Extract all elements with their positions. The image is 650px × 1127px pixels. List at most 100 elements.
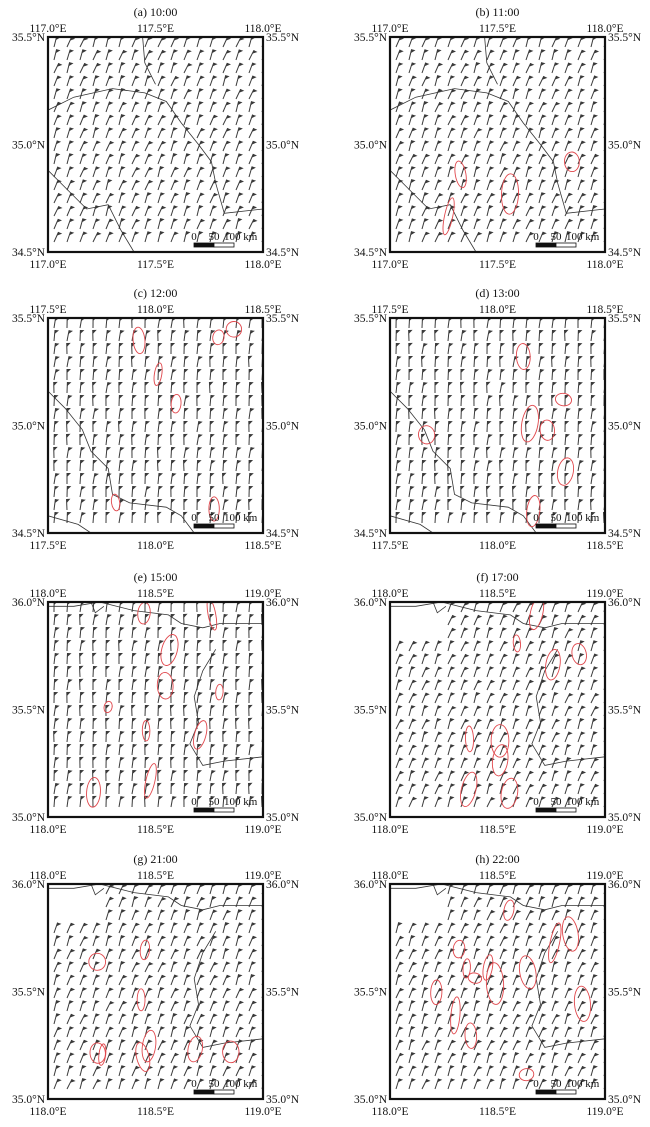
boundary-line: [390, 170, 477, 252]
contour: [556, 457, 575, 486]
wind-barb-flag: [66, 498, 71, 503]
wind-barb-flag: [209, 666, 214, 670]
wind-barb: [209, 1000, 215, 1012]
wind-barb-flag: [541, 114, 547, 119]
wind-barb: [235, 909, 240, 921]
wind-barb-flag: [199, 75, 205, 80]
wind-barb-flag: [249, 614, 255, 618]
wind-barb: [538, 434, 542, 446]
wind-barb-flag: [106, 796, 111, 800]
wind-barb-flag: [106, 731, 111, 735]
panel-title: (d) 13:00: [475, 286, 519, 300]
wind-barb-flag: [463, 627, 469, 632]
wind-barb: [209, 447, 212, 459]
wind-barb: [53, 343, 56, 355]
wind-barb-flag: [158, 757, 164, 761]
wind-barb-flag: [121, 922, 127, 927]
wind-barb: [105, 140, 112, 152]
wind-barb-flag: [579, 640, 585, 645]
wind-barb: [447, 1052, 454, 1064]
wind-barb: [499, 796, 505, 808]
wind-barb-flag: [607, 1053, 612, 1057]
wind-barb-flag: [120, 757, 125, 762]
wind-barb-flag: [502, 192, 508, 197]
wind-barb: [183, 1078, 189, 1090]
wind-barb-flag: [489, 935, 495, 940]
wind-barb: [144, 795, 146, 808]
wind-barb-flag: [93, 460, 98, 464]
wind-barb: [551, 512, 554, 524]
wind-barb: [408, 705, 413, 717]
wind-barb: [434, 486, 438, 498]
wind-barb: [131, 166, 138, 178]
wind-barb-flag: [590, 498, 595, 503]
wind-barb-flag: [460, 447, 465, 451]
wind-barb-flag: [105, 704, 110, 709]
wind-barb-flag: [450, 75, 456, 80]
wind-barb: [248, 127, 255, 139]
wind-barb: [564, 153, 571, 165]
wind-barb-flag: [489, 1078, 495, 1083]
wind-barb: [209, 499, 212, 511]
wind-barb: [53, 127, 58, 139]
wind-barb: [235, 381, 238, 394]
wind-barb-flag: [554, 744, 560, 749]
wind-barb: [564, 1052, 570, 1064]
wind-barb-flag: [251, 988, 258, 992]
wind-barb: [421, 355, 423, 368]
wind-barb-flag: [515, 974, 521, 979]
wind-barb-flag: [108, 961, 113, 966]
wind-barb-flag: [462, 783, 468, 788]
wind-barb-flag: [211, 770, 216, 775]
wind-barb: [196, 231, 200, 243]
wind-barb: [131, 795, 134, 808]
wind-barb-flag: [553, 499, 558, 504]
wind-barb-flag: [171, 666, 177, 670]
wind-barb-flag: [423, 447, 428, 452]
scale-label-50: 50: [551, 1078, 563, 1090]
wind-barb: [460, 1000, 467, 1012]
wind-barb: [66, 356, 70, 368]
wind-barb-flag: [397, 231, 403, 236]
wind-barb: [66, 88, 72, 100]
wind-barb-flag: [235, 717, 240, 722]
wind-barb: [105, 330, 108, 342]
wind-barb: [538, 407, 541, 420]
wind-barb-flag: [185, 192, 191, 197]
wind-barb-flag: [502, 975, 509, 979]
wind-barb-flag: [566, 408, 571, 413]
wind-barb-flag: [476, 935, 482, 940]
wind-barb: [144, 49, 151, 61]
wind-barb: [421, 666, 427, 678]
lon-label-bottom: 118.0°E: [244, 259, 281, 271]
wind-barb-flag: [502, 127, 508, 132]
wind-barb-flag: [551, 355, 556, 360]
wind-barb-flag: [238, 114, 244, 119]
wind-barb-flag: [120, 512, 125, 517]
scale-bar: 0 50 100 km: [191, 512, 258, 529]
wind-barb-flag: [529, 602, 535, 606]
province-boundaries: [48, 390, 195, 533]
wind-barb: [183, 88, 190, 100]
wind-barb-flag: [120, 770, 125, 775]
wind-barb: [486, 614, 491, 626]
wind-barb-flag: [95, 101, 101, 106]
wind-barb: [183, 472, 186, 485]
wind-barb-flag: [489, 88, 495, 93]
wind-barb-flag: [540, 896, 546, 901]
wind-barb-flag: [437, 140, 443, 145]
wind-barb-flag: [489, 75, 495, 80]
wind-barb-flag: [448, 447, 453, 451]
wind-barb-flag: [185, 231, 191, 236]
wind-barb-flag: [93, 679, 97, 683]
wind-barb: [486, 731, 492, 743]
wind-barb-flag: [236, 434, 240, 438]
wind-barb-flag: [528, 1039, 534, 1044]
wind-barb-flag: [515, 76, 522, 80]
lat-label-left: 35.0°N: [12, 812, 46, 824]
wind-barb-flag: [529, 1014, 535, 1018]
wind-barb-flag: [160, 206, 167, 210]
wind-barb-flag: [502, 627, 508, 632]
contour: [215, 683, 224, 701]
wind-barb-flag: [225, 1052, 231, 1057]
